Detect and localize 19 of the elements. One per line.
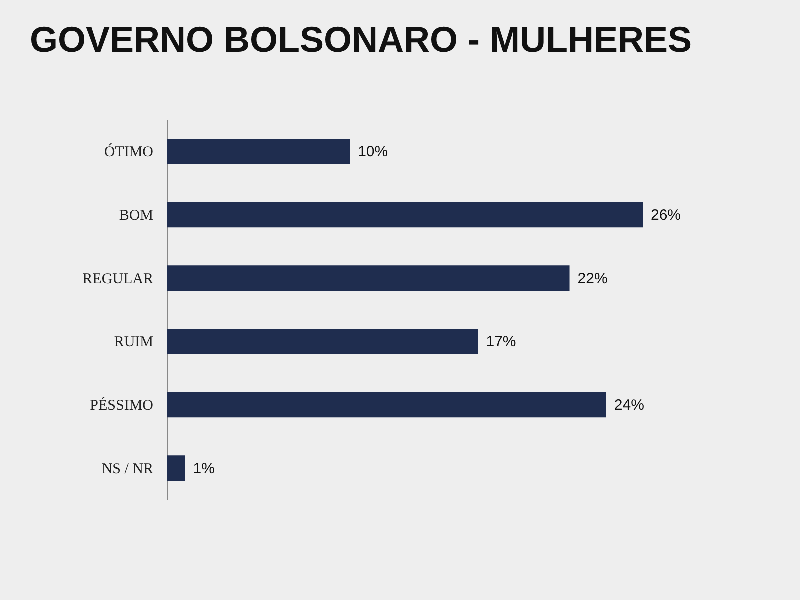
y-tick-label: REGULAR bbox=[82, 271, 154, 288]
bar bbox=[167, 266, 570, 291]
data-label: 24% bbox=[614, 397, 644, 414]
bar bbox=[167, 392, 606, 418]
y-tick-label: NS / NR bbox=[102, 461, 154, 478]
y-tick-label: BOM bbox=[119, 208, 154, 224]
y-tick-label: ÓTIMO bbox=[104, 144, 154, 161]
y-tick-label: RUIM bbox=[114, 334, 154, 351]
data-label: 26% bbox=[651, 207, 682, 224]
bar bbox=[167, 139, 350, 164]
bar bbox=[167, 456, 186, 481]
data-label: 22% bbox=[578, 270, 608, 288]
data-label: 1% bbox=[193, 460, 215, 478]
bar bbox=[167, 329, 478, 354]
data-label: 17% bbox=[486, 334, 516, 351]
data-label: 10% bbox=[358, 144, 388, 161]
chart-title: GOVERNO BOLSONARO - MULHERES bbox=[30, 19, 692, 60]
y-tick-label: PÉSSIMO bbox=[90, 397, 154, 414]
bar bbox=[167, 202, 643, 228]
